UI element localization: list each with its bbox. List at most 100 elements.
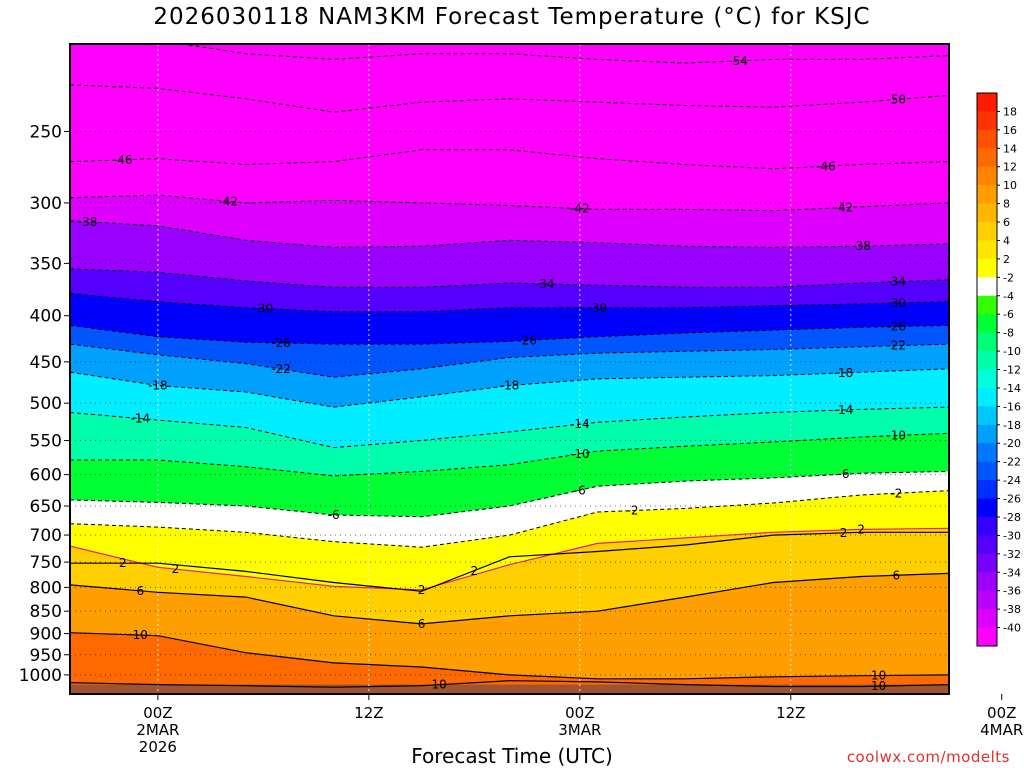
- y-tick-label: 850: [30, 602, 62, 622]
- y-tick-label: 300: [30, 194, 62, 214]
- colorbar-swatch: [977, 93, 997, 112]
- contour-label: 2: [418, 583, 426, 597]
- contour-label: 2: [172, 562, 180, 576]
- contour-label: -26: [886, 320, 906, 334]
- contour-label: 2: [857, 522, 865, 536]
- isotherm-dashed: [70, 220, 949, 248]
- colorbar-label: 6: [1003, 216, 1010, 229]
- colorbar-label: -20: [1003, 437, 1021, 450]
- colorbar-label: 8: [1003, 198, 1010, 211]
- contour-label: -10: [886, 429, 906, 443]
- colorbar-swatch: [977, 406, 997, 426]
- isotherm-dashed: [70, 470, 949, 518]
- y-tick-label: 450: [30, 353, 62, 373]
- x-tick-label: 00Z: [565, 704, 594, 722]
- colorbar-swatch: [977, 222, 997, 241]
- contour-label: -26: [271, 336, 291, 350]
- colorbar-swatch: [977, 148, 997, 168]
- y-tick-label: 600: [30, 466, 62, 486]
- contour-label: 6: [418, 617, 426, 631]
- colorbar-swatch: [977, 314, 997, 334]
- colorbar-label: -6: [1003, 308, 1014, 321]
- colorbar-label: -24: [1003, 474, 1021, 487]
- colorbar-swatch: [977, 627, 997, 647]
- colorbar-label: 14: [1003, 142, 1017, 155]
- contour-label: -46: [113, 153, 133, 167]
- chart-title: 2026030118 NAM3KM Forecast Temperature (…: [153, 4, 871, 30]
- x-tick-label: 00Z: [987, 704, 1016, 722]
- contour-label: -18: [834, 366, 854, 380]
- contour-label: -50: [886, 92, 906, 106]
- colorbar-swatch: [977, 443, 997, 463]
- colorbar-label: -26: [1003, 493, 1021, 506]
- colorbar-swatch: [977, 369, 997, 389]
- colorbar-swatch: [977, 277, 997, 297]
- colorbar-label: -32: [1003, 548, 1021, 561]
- contour-label: -30: [588, 301, 608, 315]
- y-tick-label: 750: [30, 553, 62, 573]
- plot-area: -54 -50 -46 -46 -42 -42 -42 -38 -38 -34 -34 -30 -30 -…: [70, 44, 949, 694]
- colorbar-swatch: [977, 332, 997, 352]
- contour-label: -6: [838, 467, 850, 481]
- x-axis-label: Forecast Time (UTC): [411, 744, 613, 768]
- colorbar-swatch: [977, 590, 997, 610]
- isotherm-solid: [70, 632, 949, 680]
- colorbar-swatch: [977, 203, 997, 223]
- colorbar-swatch: [977, 424, 997, 444]
- contour-label: -54: [728, 54, 748, 68]
- colorbar-swatch: [977, 166, 997, 186]
- colorbar-label: 12: [1003, 161, 1017, 174]
- contour-label: 6: [892, 568, 900, 582]
- y-tick-label: 1000: [19, 666, 62, 686]
- y-tick-label: 650: [30, 497, 62, 517]
- x-tick-label: 3MAR: [558, 721, 601, 739]
- colorbar-swatch: [977, 535, 997, 555]
- ground-fill: [70, 684, 949, 694]
- colorbar-label: 18: [1003, 105, 1017, 118]
- isotherm-dashed: [179, 44, 949, 64]
- colorbar-label: -10: [1003, 345, 1021, 358]
- contour-label: -38: [851, 239, 871, 253]
- contour-label: 10: [871, 679, 886, 693]
- contour-label: -6: [328, 508, 340, 522]
- contour-label: 10: [133, 628, 148, 642]
- contour-label: 10: [871, 669, 886, 683]
- isotherm-solid: [70, 680, 949, 688]
- isotherm-dashed: [70, 343, 949, 378]
- contour-label: -14: [131, 412, 151, 426]
- contour-label: -6: [574, 483, 586, 497]
- colorbar-swatch: [977, 461, 997, 481]
- colorbar-label: -16: [1003, 400, 1021, 413]
- contour-label: 2: [119, 556, 127, 570]
- isotherm-dashed: [70, 490, 949, 548]
- y-tick-label: 400: [30, 307, 62, 327]
- contour-label: -26: [517, 333, 537, 347]
- colorbar-label: 4: [1003, 234, 1010, 247]
- x-tick-label: 00Z: [143, 704, 172, 722]
- contour-label: 6: [136, 584, 144, 598]
- contour-label: -22: [886, 339, 906, 353]
- contour-label: 2: [471, 564, 479, 578]
- contour-label: -30: [254, 302, 274, 316]
- y-tick-label: 550: [30, 432, 62, 452]
- y-tick-label: 950: [30, 646, 62, 666]
- temperature-band: [70, 632, 949, 694]
- x-tick-label: 12Z: [354, 704, 383, 722]
- isotherm-dashed: [70, 293, 949, 313]
- x-tick-label: 4MAR: [980, 721, 1023, 739]
- colorbar-swatch: [977, 553, 997, 573]
- isotherm-solid: [70, 572, 949, 625]
- colorbar-swatch: [977, 185, 997, 205]
- contour-label: 10: [432, 678, 447, 692]
- colorbar-swatch: [977, 351, 997, 370]
- y-tick-label: 250: [30, 122, 62, 142]
- contour-label: -18: [500, 379, 520, 393]
- colorbar-label: -18: [1003, 419, 1021, 432]
- contour-label: -14: [570, 417, 590, 431]
- contour-label: -10: [570, 447, 590, 461]
- contour-label: -38: [78, 215, 98, 229]
- colorbar-swatch: [977, 240, 997, 260]
- colorbar-label: -12: [1003, 364, 1021, 377]
- x-tick-label: 2MAR: [136, 721, 179, 739]
